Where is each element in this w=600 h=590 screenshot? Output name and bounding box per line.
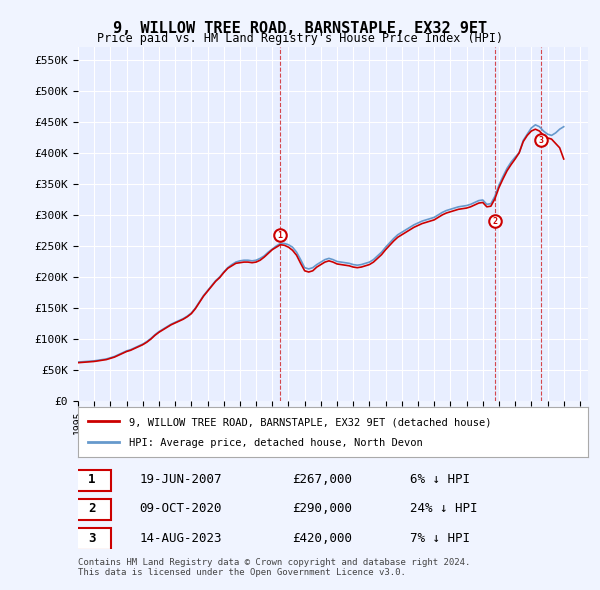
Text: 14-AUG-2023: 14-AUG-2023	[139, 532, 222, 545]
FancyBboxPatch shape	[73, 529, 111, 550]
Text: 3: 3	[88, 532, 95, 545]
Text: HPI: Average price, detached house, North Devon: HPI: Average price, detached house, Nort…	[129, 438, 423, 448]
FancyBboxPatch shape	[73, 470, 111, 491]
Text: 6% ↓ HPI: 6% ↓ HPI	[409, 473, 470, 486]
Text: 9, WILLOW TREE ROAD, BARNSTAPLE, EX32 9ET (detached house): 9, WILLOW TREE ROAD, BARNSTAPLE, EX32 9E…	[129, 417, 491, 427]
Text: 19-JUN-2007: 19-JUN-2007	[139, 473, 222, 486]
Text: 9, WILLOW TREE ROAD, BARNSTAPLE, EX32 9ET: 9, WILLOW TREE ROAD, BARNSTAPLE, EX32 9E…	[113, 21, 487, 35]
Text: £420,000: £420,000	[292, 532, 352, 545]
Text: Contains HM Land Registry data © Crown copyright and database right 2024.
This d: Contains HM Land Registry data © Crown c…	[78, 558, 470, 577]
Text: 24% ↓ HPI: 24% ↓ HPI	[409, 502, 477, 516]
Text: 1: 1	[277, 231, 283, 240]
Text: 2: 2	[493, 217, 498, 225]
Text: 2: 2	[88, 502, 95, 516]
Text: 7% ↓ HPI: 7% ↓ HPI	[409, 532, 470, 545]
Text: 3: 3	[539, 136, 544, 145]
Text: £290,000: £290,000	[292, 502, 352, 516]
Text: 09-OCT-2020: 09-OCT-2020	[139, 502, 222, 516]
Text: 1: 1	[88, 473, 95, 486]
Text: £267,000: £267,000	[292, 473, 352, 486]
FancyBboxPatch shape	[73, 499, 111, 520]
Text: Price paid vs. HM Land Registry's House Price Index (HPI): Price paid vs. HM Land Registry's House …	[97, 32, 503, 45]
